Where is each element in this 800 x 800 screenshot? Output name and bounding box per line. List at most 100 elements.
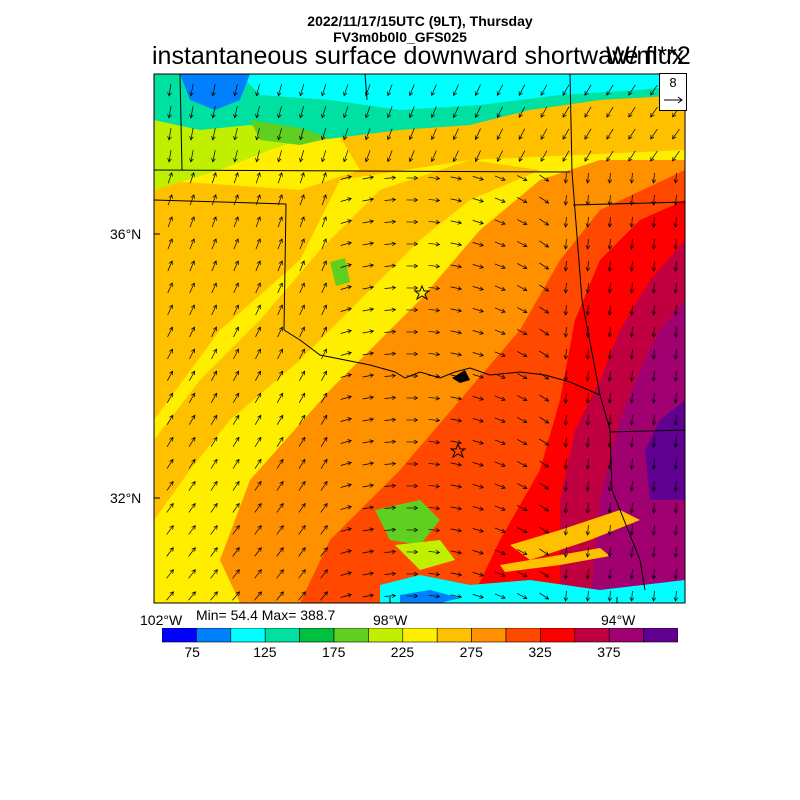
wind-vector-arrow — [384, 439, 397, 445]
lon-label-98: 98°W — [373, 612, 408, 628]
wind-vector-arrow — [428, 330, 441, 335]
wind-vector-arrow — [585, 590, 591, 602]
wind-vector-arrow — [406, 285, 419, 291]
wind-vector-arrow — [340, 307, 352, 312]
lon-label-102: 102°W — [140, 612, 183, 628]
wind-vector-arrow — [255, 326, 261, 338]
wind-vector-arrow — [472, 264, 484, 269]
wind-vector-arrow — [474, 84, 481, 97]
wind-vector-arrow — [340, 395, 352, 400]
wind-vector-arrow — [650, 106, 658, 118]
wind-vector-arrow — [450, 220, 463, 225]
wind-vector-arrow — [362, 417, 375, 422]
wind-vector-arrow — [516, 285, 528, 291]
wind-vector-arrow — [585, 568, 591, 580]
wind-vector-arrow — [233, 260, 239, 272]
wind-vector-arrow — [539, 570, 550, 578]
wind-vector-arrow — [211, 282, 217, 294]
wind-vector-arrow — [276, 591, 284, 601]
wind-vector-arrow — [629, 524, 635, 536]
wind-vector-arrow — [428, 528, 441, 533]
wind-vector-arrow — [277, 194, 283, 206]
wind-vector-arrow — [651, 348, 657, 360]
wind-vector-arrow — [210, 392, 218, 403]
wind-vector-arrow — [211, 304, 217, 316]
wind-vector-arrow — [321, 150, 327, 163]
map-frame — [153, 73, 686, 604]
wind-vector-arrow — [362, 197, 375, 202]
wind-vector-arrow — [585, 370, 591, 382]
wind-vector-arrow — [189, 326, 195, 338]
wind-vector-arrow — [255, 370, 262, 381]
wind-vector-arrow — [188, 524, 196, 535]
wind-vector-arrow — [472, 550, 484, 555]
wind-vector-arrow — [672, 150, 680, 162]
wind-vector-arrow — [516, 351, 528, 357]
wind-vector-arrow — [167, 370, 174, 381]
wind-vector-arrow — [298, 524, 306, 535]
wind-vector-arrow — [320, 392, 328, 403]
wind-vector-arrow — [651, 546, 657, 558]
wind-vector-arrow — [472, 308, 484, 313]
wind-vector-arrow — [673, 392, 679, 404]
colorbar-label: 225 — [390, 644, 415, 660]
wind-vector-arrow — [607, 392, 613, 404]
wind-vector-arrow — [518, 150, 526, 162]
wind-vector-arrow — [629, 238, 635, 250]
wind-vector-arrow — [516, 549, 528, 555]
wind-vector-arrow — [452, 150, 459, 163]
wind-vector-arrow — [321, 282, 327, 294]
plot-title: instantaneous surface downward shortwave… — [152, 42, 685, 70]
wind-vector-arrow — [298, 547, 306, 557]
wind-vector-arrow — [321, 238, 327, 250]
colorbar-swatch — [540, 628, 576, 643]
wind-vector-arrow — [516, 307, 528, 313]
wind-vector-arrow — [494, 439, 506, 445]
wind-vector-arrow — [629, 216, 635, 228]
wind-vector-arrow — [321, 172, 327, 184]
wind-vector-arrow — [406, 483, 419, 489]
wind-vector-arrow — [406, 439, 419, 445]
wind-vector-arrow — [450, 440, 463, 445]
wind-vector-arrow — [494, 461, 506, 467]
wind-vector-arrow — [233, 370, 240, 381]
wind-vector-arrow — [167, 216, 173, 228]
wind-vector-arrow — [189, 260, 195, 272]
wind-vector-arrow — [563, 590, 569, 602]
wind-vector-arrow — [563, 348, 569, 360]
wind-vector-arrow — [651, 590, 657, 602]
wind-vector-arrow — [494, 263, 506, 269]
wind-vector-arrow — [406, 505, 419, 511]
wind-vectors — [166, 84, 680, 602]
wind-vector-arrow — [188, 436, 196, 447]
wind-vector-arrow — [540, 150, 548, 162]
wind-vector-arrow — [384, 395, 397, 401]
colorbar-swatch — [608, 628, 644, 643]
wind-vector-arrow — [607, 370, 613, 382]
plot-units: W/m**2 — [606, 42, 691, 70]
wind-vector-arrow — [166, 502, 174, 513]
wind-vector-arrow — [607, 216, 613, 228]
wind-vector-arrow — [211, 348, 217, 360]
wind-vector-arrow — [516, 417, 528, 423]
colorbar-swatch — [643, 628, 678, 643]
wind-vector-arrow — [516, 571, 528, 577]
wind-vector-arrow — [255, 172, 261, 184]
wind-vector-arrow — [585, 502, 591, 514]
wind-vector-arrow — [406, 549, 419, 555]
wind-vector-arrow — [384, 329, 397, 335]
wind-vector-arrow — [233, 238, 239, 250]
wind-vector-arrow — [474, 128, 481, 141]
wind-vector-arrow — [585, 172, 591, 184]
wind-vector-arrow — [384, 373, 397, 379]
wind-vector-arrow — [450, 176, 463, 181]
wind-vector-arrow — [672, 128, 680, 140]
wind-vector-arrow — [406, 461, 419, 467]
wind-vector-arrow — [340, 483, 352, 488]
wind-vector-arrow — [472, 440, 484, 445]
wind-vector-arrow — [563, 568, 569, 580]
wind-vector-arrow — [233, 348, 239, 360]
colorbar-swatch — [368, 628, 404, 643]
city-marker-dallas — [449, 442, 467, 459]
wind-vector-arrow — [629, 502, 635, 514]
